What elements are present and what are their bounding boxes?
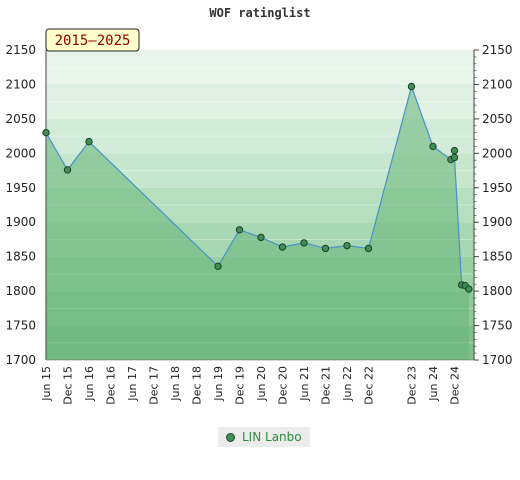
y-tick-label: 1850 (5, 250, 36, 264)
data-point (63, 166, 72, 174)
data-point (465, 285, 473, 293)
data-point (300, 239, 308, 247)
y-tick-label: 2000 (5, 146, 36, 160)
grid-band (46, 170, 474, 188)
data-point (407, 82, 416, 91)
x-tick-label: Dec 18 (191, 366, 204, 405)
x-tick-label: Jun 17 (126, 366, 139, 402)
y-tick-label-right: 1850 (482, 250, 513, 264)
legend-label: LIN Lanbo (242, 430, 302, 444)
x-tick-label: Dec 24 (449, 366, 462, 405)
x-tick-label: Jun 21 (298, 366, 311, 402)
x-tick-label: Dec 19 (234, 366, 247, 405)
x-tick-label: Dec 20 (277, 366, 290, 405)
x-tick-label: Jun 20 (255, 366, 268, 402)
y-tick-label-right: 2050 (482, 112, 513, 126)
x-tick-label: Jun 15 (40, 366, 53, 402)
series-area (46, 86, 469, 360)
y-tick-label-right: 1800 (482, 284, 513, 298)
y-tick-label: 1900 (5, 215, 36, 229)
x-tick-label: Jun 16 (83, 366, 96, 402)
grid-band (46, 67, 474, 85)
y-tick-label: 1700 (5, 353, 36, 367)
legend-marker (226, 432, 235, 442)
x-tick-label: Jun 22 (341, 366, 354, 402)
x-tick-label: Dec 16 (105, 366, 118, 405)
data-point (257, 233, 265, 242)
chart-title: WOF ratinglist (209, 6, 310, 20)
x-tick-label: Dec 22 (363, 366, 376, 405)
y-tick-label-right: 1750 (482, 319, 513, 333)
data-point (235, 226, 244, 234)
period-badge-text: 2015–2025 (55, 33, 131, 49)
y-tick-label: 1750 (5, 319, 36, 333)
grid-band (46, 101, 474, 119)
data-point (42, 128, 50, 137)
data-point (321, 244, 330, 253)
x-tick-label: Dec 21 (320, 366, 333, 405)
data-point (343, 241, 351, 250)
y-tick-label-right: 2000 (482, 146, 513, 160)
x-tick-label: Dec 17 (148, 366, 161, 405)
y-tick-label: 2050 (5, 112, 36, 126)
data-point (450, 146, 459, 155)
x-tick-label: Jun 19 (212, 366, 225, 402)
data-point (214, 262, 222, 271)
x-tick-label: Jun 24 (427, 366, 440, 402)
y-tick-label-right: 1900 (482, 215, 513, 229)
y-tick-label: 1800 (5, 284, 36, 298)
y-tick-label: 2150 (5, 43, 36, 57)
x-tick-label: Dec 15 (62, 366, 75, 405)
data-point (278, 243, 287, 251)
data-point (364, 244, 373, 253)
grid-band (46, 136, 474, 154)
x-tick-label: Jun 18 (169, 366, 182, 402)
y-tick-label-right: 1700 (482, 353, 513, 367)
y-tick-label-right: 2100 (482, 77, 513, 91)
y-tick-label-right: 2150 (482, 43, 513, 57)
y-tick-label: 1950 (5, 181, 36, 195)
data-point (85, 137, 93, 146)
legend: LIN Lanbo (218, 427, 310, 447)
period-badge (45, 28, 140, 52)
x-tick-label: Dec 23 (406, 366, 419, 405)
y-tick-label-right: 1950 (482, 181, 513, 195)
data-point (429, 142, 437, 151)
data-point (450, 153, 459, 162)
y-tick-label: 2100 (5, 77, 36, 91)
